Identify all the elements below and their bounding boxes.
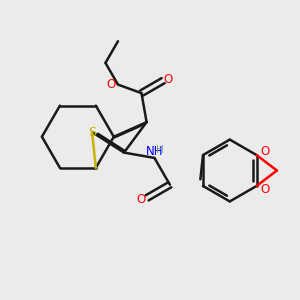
Text: O: O xyxy=(136,193,146,206)
Text: O: O xyxy=(260,183,269,196)
Text: S: S xyxy=(88,126,96,139)
Text: O: O xyxy=(107,78,116,91)
Text: O: O xyxy=(260,145,269,158)
Text: H: H xyxy=(156,145,164,155)
Text: O: O xyxy=(164,73,173,86)
Text: NH: NH xyxy=(146,145,163,158)
